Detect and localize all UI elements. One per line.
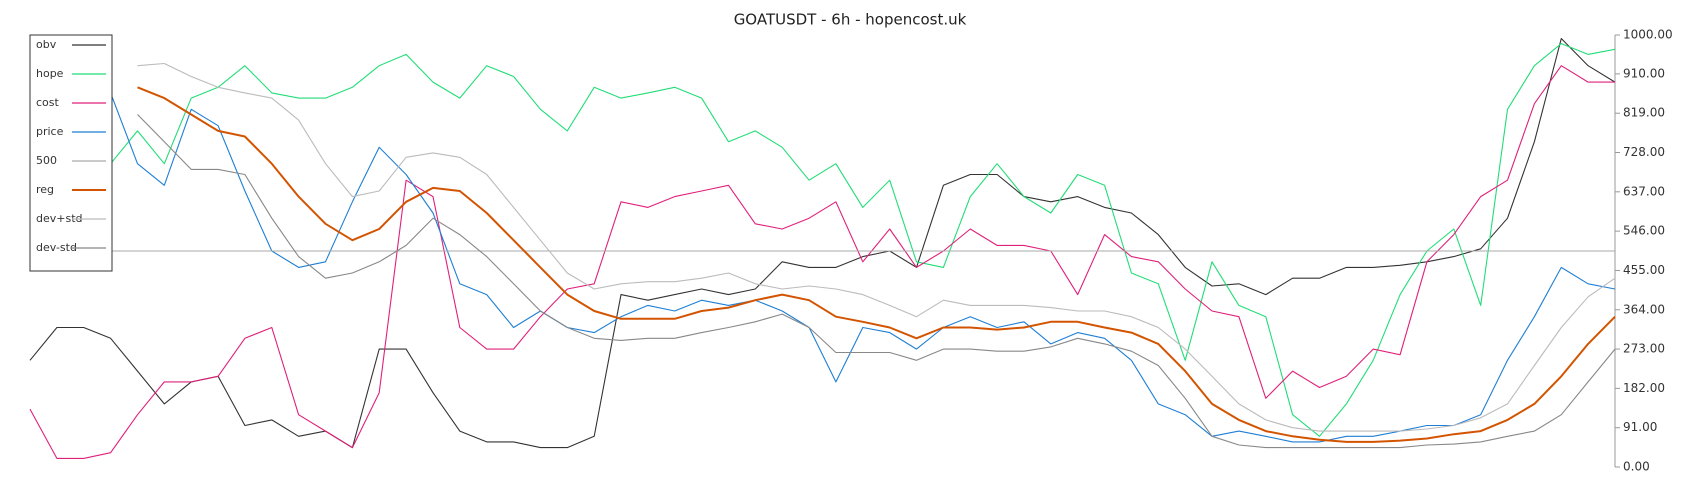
legend-label: obv (36, 38, 57, 51)
series-line (29, 37, 1616, 449)
chart-title: GOATUSDT - 6h - hopencost.uk (734, 11, 967, 29)
series-line (29, 65, 1615, 459)
series-line (137, 62, 1616, 432)
y-tick-label: 728.00 (1623, 145, 1665, 159)
legend-label: cost (36, 96, 60, 109)
legend-label: 500 (36, 154, 57, 167)
legend-label: reg (36, 183, 54, 196)
y-tick-label: 819.00 (1623, 106, 1665, 120)
legend: obv hope cost price 500 reg dev+std dev-std (29, 34, 113, 272)
y-tick-label: 546.00 (1623, 224, 1665, 238)
legend-label: dev-std (36, 241, 77, 254)
legend-label: price (36, 125, 64, 138)
y-tick-label: 910.00 (1623, 66, 1665, 80)
y-tick-label: 1000.00 (1623, 28, 1673, 42)
series-line (137, 86, 1616, 443)
legend-label: hope (36, 67, 64, 80)
series-line (137, 114, 1616, 449)
y-tick-label: 182.00 (1623, 381, 1665, 395)
y-tick-label: 91.00 (1623, 420, 1657, 434)
series-line (110, 92, 1616, 443)
y-tick-label: 455.00 (1623, 263, 1665, 277)
legend-label: dev+std (36, 212, 83, 225)
y-tick-label: 637.00 (1623, 184, 1665, 198)
y-tick-label: 0.00 (1623, 460, 1650, 474)
y-tick-label: 273.00 (1623, 342, 1665, 356)
series-line (110, 43, 1616, 437)
y-tick-label: 364.00 (1623, 302, 1665, 316)
